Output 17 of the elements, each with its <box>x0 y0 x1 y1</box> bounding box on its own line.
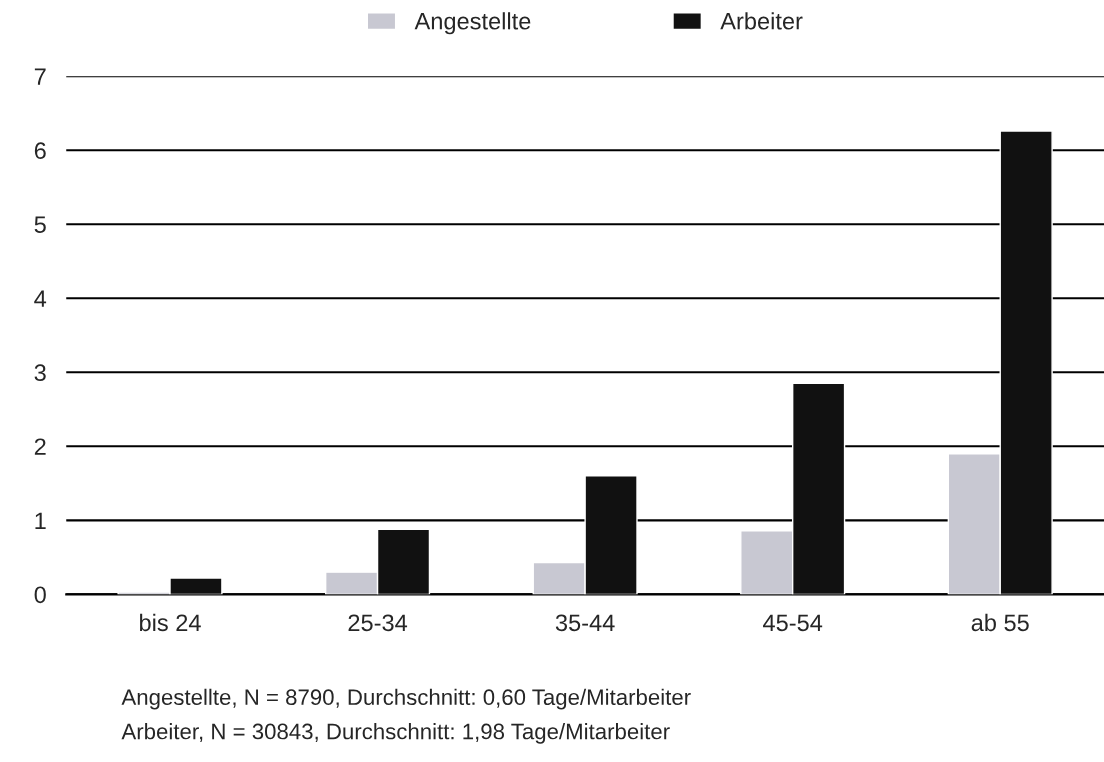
x-tick-label: 45-54 <box>763 614 823 632</box>
x-tick-label: 35-44 <box>555 614 615 632</box>
y-tick-label: 7 <box>34 68 46 85</box>
x-tick-label: ab 55 <box>971 613 1029 632</box>
y-tick-label: 1 <box>35 512 46 529</box>
x-tick-label: 25-34 <box>348 614 408 632</box>
text: Arbeiter, N = 30843, Durchschnitt: 1,98 Tage/Mitarbeiter <box>121 723 670 744</box>
y-tick-label: 5 <box>34 216 46 234</box>
y-tick-label: 6 <box>34 142 46 160</box>
y-tick-label: 4 <box>34 290 47 307</box>
x-tick-label: bis 24 <box>140 613 201 632</box>
y-tick-label: 2 <box>34 438 46 455</box>
legend-label: Arbeiter <box>720 12 803 30</box>
y-tick-label: 0 <box>34 586 46 604</box>
legend-label: Angestellte <box>414 12 531 35</box>
y-tick-label: 3 <box>34 364 46 382</box>
text: Angestellte, N = 8790, Durchschnitt: 0,60 Tage/Mitarbeiter <box>121 688 691 710</box>
